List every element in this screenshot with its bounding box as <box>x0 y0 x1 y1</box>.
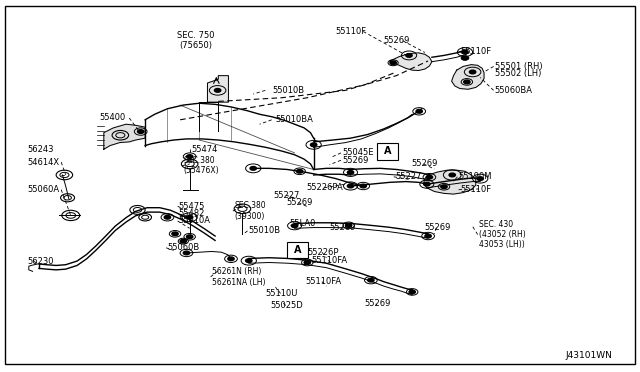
Text: 55501 (RH): 55501 (RH) <box>495 62 543 71</box>
Text: 55110FA: 55110FA <box>312 256 348 265</box>
Circle shape <box>409 290 415 294</box>
Circle shape <box>348 184 354 188</box>
Bar <box>377 143 398 160</box>
Text: 56230: 56230 <box>28 257 54 266</box>
Text: 55269: 55269 <box>383 36 410 45</box>
Circle shape <box>390 61 396 65</box>
Circle shape <box>426 175 433 179</box>
Circle shape <box>186 155 193 158</box>
Bar <box>287 242 308 259</box>
Text: 54614X: 54614X <box>28 158 60 167</box>
Text: 55010B: 55010B <box>272 86 305 95</box>
Text: 55060B: 55060B <box>168 243 200 252</box>
Text: A: A <box>384 146 392 156</box>
Polygon shape <box>207 76 228 102</box>
Circle shape <box>228 257 234 261</box>
Polygon shape <box>104 124 145 149</box>
Text: SEC. 750
(75650): SEC. 750 (75650) <box>177 31 215 50</box>
Circle shape <box>296 170 303 173</box>
Text: 55110F: 55110F <box>335 27 366 36</box>
Circle shape <box>462 56 468 60</box>
Circle shape <box>180 239 186 243</box>
Circle shape <box>214 89 221 92</box>
Text: 55475: 55475 <box>179 202 205 211</box>
Circle shape <box>172 232 178 235</box>
Circle shape <box>250 167 257 170</box>
Text: 55060A: 55060A <box>28 185 60 194</box>
Text: 55110FA: 55110FA <box>305 277 341 286</box>
Text: 55482: 55482 <box>179 209 205 218</box>
Text: 55110F: 55110F <box>460 185 491 194</box>
Circle shape <box>425 234 431 238</box>
Text: 56261N (RH)
56261NA (LH): 56261N (RH) 56261NA (LH) <box>212 267 266 286</box>
Circle shape <box>424 182 430 186</box>
Text: SEC.380
(39300): SEC.380 (39300) <box>234 201 266 221</box>
Text: 55269: 55269 <box>412 160 438 169</box>
Circle shape <box>138 130 144 134</box>
Text: 55025D: 55025D <box>271 301 303 310</box>
Text: 55226P: 55226P <box>307 248 339 257</box>
Circle shape <box>368 278 374 282</box>
Text: SEC.380
(55476X): SEC.380 (55476X) <box>183 156 219 176</box>
Text: 55226PA: 55226PA <box>307 183 344 192</box>
Text: 55269: 55269 <box>342 156 369 165</box>
Text: 55010A: 55010A <box>179 217 211 225</box>
Text: 55110U: 55110U <box>266 289 298 298</box>
Text: 55269: 55269 <box>287 198 313 207</box>
Text: 55010BA: 55010BA <box>275 115 314 124</box>
Text: 55502 (LH): 55502 (LH) <box>495 69 541 78</box>
Circle shape <box>291 224 298 228</box>
Text: 55400: 55400 <box>100 113 126 122</box>
Text: 55045E: 55045E <box>342 148 374 157</box>
Polygon shape <box>390 53 432 71</box>
Circle shape <box>416 109 422 113</box>
Circle shape <box>348 170 354 174</box>
Text: 55269: 55269 <box>364 299 390 308</box>
Text: 55474: 55474 <box>191 145 218 154</box>
Text: 56243: 56243 <box>28 145 54 154</box>
Circle shape <box>477 177 483 180</box>
Text: 55110F: 55110F <box>460 47 491 56</box>
Circle shape <box>186 215 193 219</box>
Circle shape <box>183 251 189 255</box>
Circle shape <box>304 261 310 264</box>
Text: 55010B: 55010B <box>249 227 281 235</box>
Text: 55227: 55227 <box>274 191 300 200</box>
Text: 55269: 55269 <box>424 223 451 232</box>
Circle shape <box>310 143 317 147</box>
Text: 55LA0: 55LA0 <box>290 219 316 228</box>
Text: 55060BA: 55060BA <box>495 86 533 95</box>
Circle shape <box>186 235 193 238</box>
Circle shape <box>346 224 352 227</box>
Circle shape <box>406 54 412 57</box>
Circle shape <box>462 50 468 54</box>
Circle shape <box>164 215 171 219</box>
Circle shape <box>469 70 476 74</box>
Text: J43101WN: J43101WN <box>566 351 612 360</box>
Circle shape <box>360 184 367 188</box>
Polygon shape <box>424 170 476 194</box>
Text: 55269: 55269 <box>329 223 355 232</box>
Circle shape <box>441 185 447 189</box>
Text: A: A <box>294 245 301 255</box>
Circle shape <box>449 173 456 177</box>
Circle shape <box>246 259 252 263</box>
Text: SEC. 430
(43052 (RH)
43053 (LH)): SEC. 430 (43052 (RH) 43053 (LH)) <box>479 219 525 250</box>
Text: 55227: 55227 <box>395 172 421 181</box>
Circle shape <box>464 80 470 84</box>
Polygon shape <box>452 65 484 89</box>
Text: 55190M: 55190M <box>459 172 492 181</box>
